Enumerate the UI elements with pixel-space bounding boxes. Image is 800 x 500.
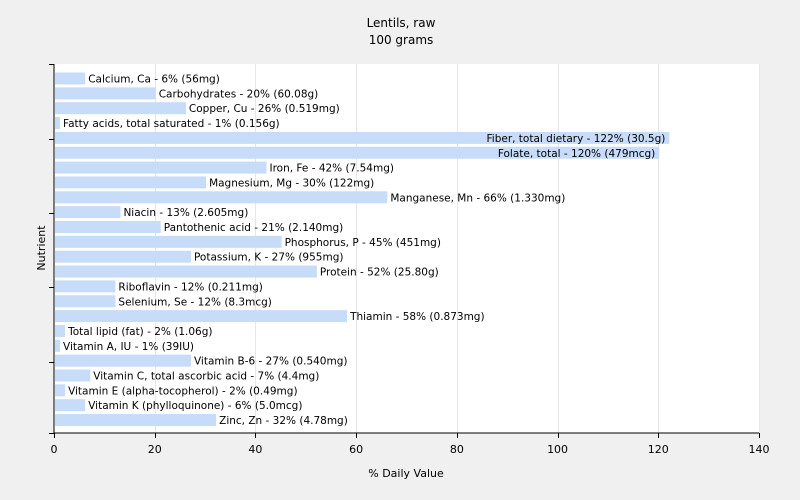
bar — [55, 146, 660, 159]
bar-label: Niacin - 13% (2.605mg) — [123, 207, 248, 219]
bar-label: Riboflavin - 12% (0.211mg) — [118, 281, 262, 293]
bar-label: Protein - 52% (25.80g) — [320, 267, 439, 279]
bar-label: Iron, Fe - 42% (7.54mg) — [270, 163, 394, 175]
bar — [55, 87, 156, 100]
bar — [55, 191, 388, 204]
x-tick-label: 120 — [648, 443, 669, 456]
x-tick-label: 20 — [148, 443, 162, 456]
bar — [55, 117, 61, 130]
x-axis-label: % Daily Value — [368, 467, 444, 480]
bar — [55, 399, 86, 412]
bar — [55, 280, 116, 293]
bar-label: Potassium, K - 27% (955mg) — [194, 252, 344, 264]
x-tick-label: 60 — [349, 443, 363, 456]
bar — [55, 265, 317, 278]
bar — [55, 102, 186, 115]
plot-area — [54, 64, 759, 433]
x-tick-label: 40 — [248, 443, 262, 456]
bar — [55, 324, 66, 337]
y-axis-label: Nutrient — [35, 225, 48, 271]
bar — [55, 414, 217, 427]
bar — [55, 310, 348, 323]
bar — [55, 354, 191, 367]
bar — [55, 295, 116, 308]
bar — [55, 161, 267, 174]
bar — [55, 221, 161, 233]
x-tick-label: 100 — [547, 443, 568, 456]
bar-label: Thiamin - 58% (0.873mg) — [349, 311, 485, 323]
bar — [55, 72, 86, 85]
bar-label: Copper, Cu - 26% (0.519mg) — [189, 103, 340, 115]
bar — [55, 176, 207, 189]
x-tick-label: 80 — [450, 443, 464, 456]
bar-label: Zinc, Zn - 32% (4.78mg) — [219, 415, 348, 427]
bar — [55, 250, 191, 263]
bar — [55, 131, 670, 144]
x-tick-label: 140 — [749, 443, 770, 456]
chart-title: Lentils, raw — [367, 16, 436, 30]
bar-label: Vitamin A, IU - 1% (39IU) — [63, 341, 194, 353]
bar — [55, 206, 121, 219]
bar-label: Vitamin B-6 - 27% (0.540mg) — [194, 356, 348, 368]
bar-label: Pantothenic acid - 21% (2.140mg) — [164, 222, 343, 234]
chart-subtitle: 100 grams — [369, 33, 434, 47]
bar — [55, 339, 61, 352]
bar-label: Total lipid (fat) - 2% (1.06g) — [67, 326, 212, 338]
bar-label: Carbohydrates - 20% (60.08g) — [159, 88, 319, 100]
bar-label: Selenium, Se - 12% (8.3mcg) — [118, 296, 271, 308]
x-tick-labels: 0 20 40 60 80 100 120 140 — [51, 443, 770, 456]
axes — [49, 64, 760, 438]
bar-label: Calcium, Ca - 6% (56mg) — [88, 74, 220, 86]
bar-label: Vitamin K (phylloquinone) - 6% (5.0mcg) — [88, 400, 302, 412]
bar-label: Magnesium, Mg - 30% (122mg) — [209, 177, 374, 189]
bar — [55, 384, 66, 397]
bar-label: Phosphorus, P - 45% (451mg) — [285, 237, 441, 249]
bar-label: Fatty acids, total saturated - 1% (0.156… — [63, 118, 280, 130]
grid-lines — [155, 64, 760, 433]
bar-label: Manganese, Mn - 66% (1.330mg) — [390, 192, 565, 204]
bar-label: Folate, total - 120% (479mcg) — [498, 148, 655, 160]
bar-label: Vitamin E (alpha-tocopherol) - 2% (0.49m… — [68, 385, 297, 397]
bar-label: Vitamin C, total ascorbic acid - 7% (4.4… — [93, 371, 319, 383]
bar-label: Fiber, total dietary - 122% (30.5g) — [487, 133, 666, 145]
bar — [55, 369, 91, 382]
bars: Calcium, Ca - 6% (56mg) Carbohydrates - 2… — [55, 72, 670, 427]
bar — [55, 235, 282, 248]
x-tick-label: 0 — [51, 443, 58, 456]
